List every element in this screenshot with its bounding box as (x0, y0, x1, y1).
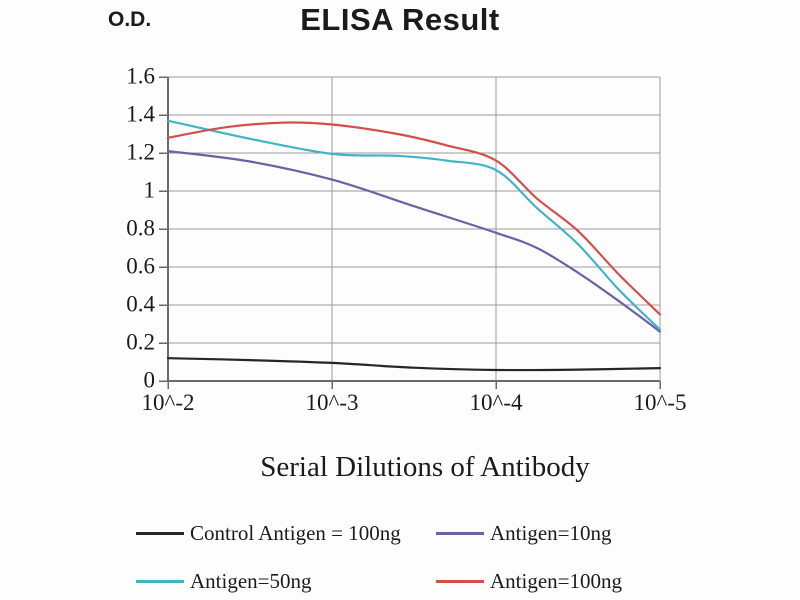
plot-area (159, 76, 662, 389)
x-tick-label: 10^-4 (469, 390, 523, 415)
y-tick-label: 1 (143, 177, 156, 203)
legend-item: Control Antigen = 100ng (136, 521, 436, 546)
y-tick-label: 1.4 (126, 101, 155, 127)
y-tick-label: 0 (143, 367, 156, 393)
x-tick-label: 10^-3 (305, 390, 359, 415)
x-axis-title: Serial Dilutions of Antibody (260, 451, 590, 483)
chart-legend: Control Antigen = 100ng Antigen=10ng Antig… (136, 521, 676, 594)
y-tick-label: 1.6 (126, 63, 155, 89)
legend-item-label: Control Antigen = 100ng (190, 521, 401, 545)
legend-line-swatch (136, 532, 184, 535)
y-tick-label: 1.2 (126, 139, 155, 165)
y-tick-label: 0.2 (126, 329, 155, 355)
y-tick-label: 0.8 (126, 215, 155, 241)
series-line-antigen-10ng (166, 150, 662, 333)
series-line-antigen-50ng (166, 119, 662, 331)
legend-item: Antigen=10ng (436, 521, 676, 546)
series-line-antigen-100ng (166, 121, 662, 316)
legend-item-label: Antigen=10ng (490, 521, 612, 545)
legend-line-swatch (136, 580, 184, 583)
chart-title: ELISA Result (300, 2, 500, 37)
x-tick-label: 10^-2 (141, 390, 195, 415)
legend-item-label: Antigen=100ng (490, 569, 622, 593)
y-axis-title: O.D. (108, 8, 152, 31)
legend-line-swatch (436, 532, 484, 535)
x-tick-label: 10^-5 (633, 390, 687, 415)
legend-item-label: Antigen=50ng (190, 569, 312, 593)
series-line-control-antigen-100ng (166, 357, 662, 372)
legend-item: Antigen=50ng (136, 569, 436, 594)
legend-item: Antigen=100ng (436, 569, 676, 594)
legend-line-swatch (436, 580, 484, 583)
y-tick-label: 0.6 (126, 253, 155, 279)
y-tick-label: 0.4 (126, 291, 155, 317)
